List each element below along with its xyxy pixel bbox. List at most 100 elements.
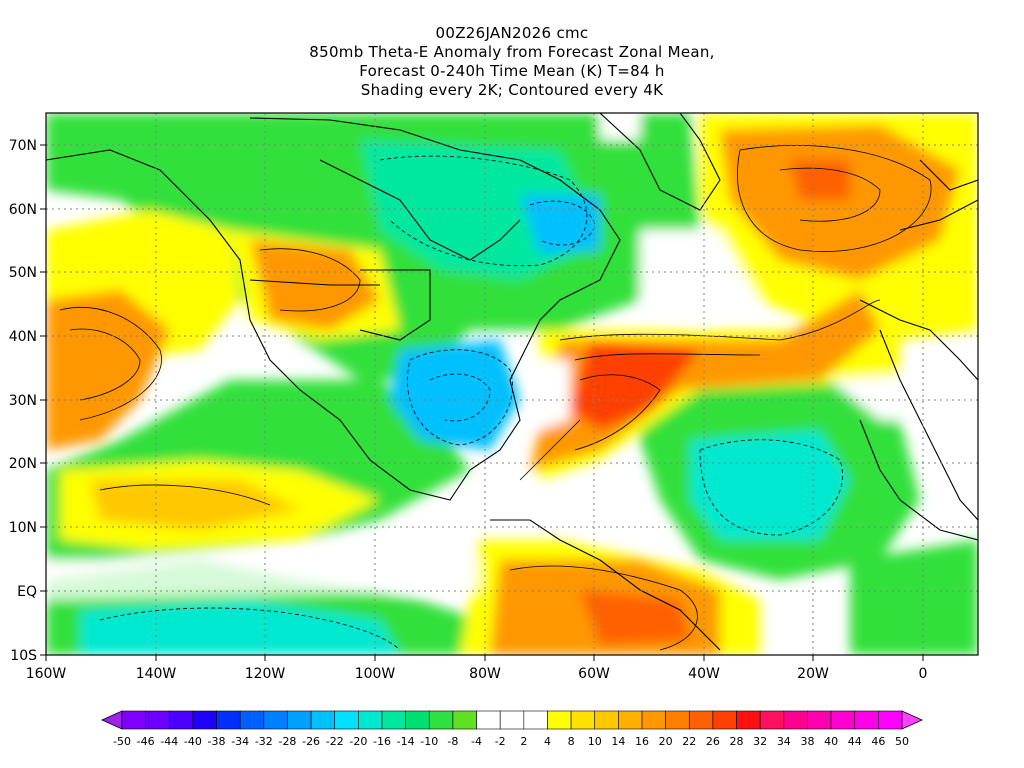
colorbar-label: 26 [706,735,720,748]
colorbar-label: 4 [544,735,551,748]
colorbar-cell [499,710,525,730]
title-line-1: 00Z26JAN2026 cmc [435,24,589,42]
colorbar-cell [428,710,454,730]
colorbar-label: -28 [278,735,296,748]
colorbar-label: 34 [777,735,791,748]
colorbar-cell [547,710,572,730]
lat-label: 10S [10,648,37,664]
colorbar-arrow-high [901,710,923,730]
colorbar-label: 10 [588,735,602,748]
colorbar-cell [358,710,383,730]
colorbar-label: -8 [447,735,458,748]
title-line-2: 850mb Theta-E Anomaly from Forecast Zona… [309,43,715,61]
colorbar-label: -2 [495,735,506,748]
colorbar-cell [878,710,903,730]
colorbar-label: -50 [113,735,131,748]
lat-label: 60N [9,202,37,218]
colorbar-cell [594,710,619,730]
colorbar-cell [618,710,643,730]
colorbar-cell [830,710,856,730]
title-line-4: Shading every 2K; Contoured every 4K [360,81,664,99]
map-frame [45,112,979,656]
colorbar-label: -40 [184,735,202,748]
colorbar [101,710,923,730]
anomaly-contours [59,145,932,651]
colorbar-label: 2 [520,735,527,748]
colorbar-cell [405,710,430,730]
coastlines [46,113,978,651]
colorbar-cell [688,710,714,730]
colorbar-cell [263,710,288,730]
colorbar-cell [854,710,879,730]
lat-label: 40N [9,329,37,345]
colorbar-label: 32 [753,735,767,748]
colorbar-cell [381,710,406,730]
colorbar-labels: -50 -46 -44 -40 -38 -34 -32 -28 -26 -22 -20 -16 -14-… [113,735,909,748]
map-title: 00Z26JAN2026 cmc 850mb Theta-E Anomaly f… [0,24,1024,100]
colorbar-label: -22 [326,735,344,748]
colorbar-label: -4 [471,735,482,748]
colorbar-label: -26 [302,735,320,748]
colorbar-label: -10 [420,735,438,748]
lat-label: 50N [9,265,37,281]
graticule [46,113,978,655]
colorbar-label: 38 [800,735,814,748]
colorbar-label: -38 [208,735,226,748]
colorbar-label: 8 [568,735,575,748]
colorbar-cell [807,710,832,730]
colorbar-cell [145,710,170,730]
lon-label: 140W [136,666,177,682]
anomaly-shading [46,113,978,655]
lat-label: 20N [9,456,37,472]
colorbar-cell [310,710,336,730]
colorbar-label: 40 [824,735,838,748]
colorbar-label: -44 [160,735,178,748]
colorbar-arrow-low [101,710,123,730]
lat-label: EQ [17,584,37,600]
colorbar-label: 22 [682,735,696,748]
colorbar-label: 28 [730,735,744,748]
colorbar-cell [121,710,146,730]
colorbar-label: 44 [848,735,862,748]
colorbar-label: 46 [871,735,885,748]
colorbar-label: 16 [635,735,649,748]
colorbar-label: 50 [895,735,909,748]
colorbar-label: -14 [397,735,415,748]
colorbar-cell [665,710,690,730]
colorbar-cell [759,710,785,730]
lon-label: 20W [797,666,829,682]
negative-contours [99,155,843,651]
axis-ticks [40,144,924,661]
lon-label: 60W [578,666,610,682]
colorbar-cell [287,710,312,730]
colorbar-label: -20 [349,735,367,748]
colorbar-cell [641,710,666,730]
colorbar-label: -34 [231,735,249,748]
colorbar-cell [168,710,194,730]
colorbar-cell [736,710,761,730]
lat-label: 30N [9,393,37,409]
colorbar-cell [712,710,737,730]
colorbar-cell [783,710,808,730]
colorbar-cell [192,710,217,730]
colorbar-label: -46 [137,735,155,748]
colorbar-cell [216,710,241,730]
lon-label: 120W [245,666,286,682]
colorbar-cell [334,710,359,730]
lon-label: 80W [469,666,501,682]
colorbar-cell [570,710,596,730]
colorbar-label: -16 [373,735,391,748]
title-line-3: Forecast 0-240h Time Mean (K) T=84 h [359,62,665,80]
colorbar-cell [452,710,477,730]
lat-label: 10N [9,520,37,536]
latitude-labels: 70N 60N 50N 40N 30N 20N 10N EQ 10S [9,138,37,664]
lon-label: 160W [26,666,67,682]
lat-label: 70N [9,138,37,154]
colorbar-label: 14 [611,735,625,748]
lon-label: 40W [688,666,720,682]
colorbar-label: 20 [659,735,673,748]
colorbar-cell [523,710,548,730]
lon-label: 100W [355,666,396,682]
colorbar-cell [476,710,501,730]
